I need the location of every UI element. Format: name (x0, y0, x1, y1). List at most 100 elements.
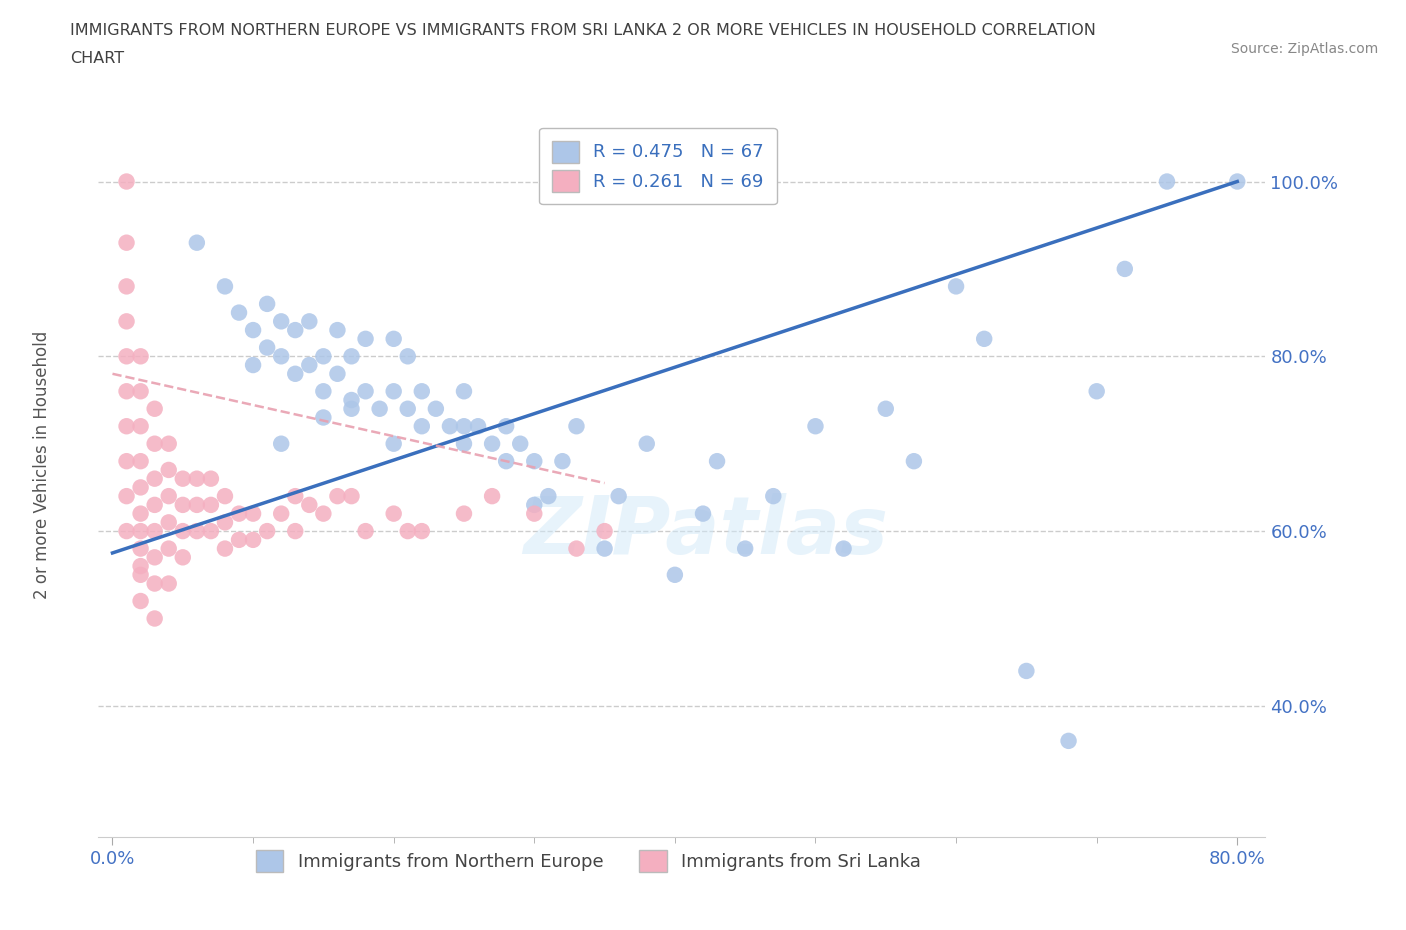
Point (664, 567, 686, 582)
Point (143, 498, 166, 512)
Point (115, 384, 138, 399)
Point (284, 323, 307, 338)
Point (1015, 663, 1038, 678)
Point (115, 349, 138, 364)
Point (143, 611, 166, 626)
Point (129, 506, 152, 521)
Point (804, 418, 827, 433)
Point (593, 541, 616, 556)
Point (453, 506, 475, 521)
Point (551, 454, 574, 469)
Point (172, 472, 194, 486)
Point (242, 532, 264, 547)
Point (214, 279, 236, 294)
Point (228, 305, 250, 320)
Point (284, 488, 307, 503)
Point (439, 418, 461, 433)
Point (537, 488, 560, 503)
Point (340, 402, 363, 417)
Point (453, 384, 475, 399)
Point (762, 488, 785, 503)
Point (523, 506, 546, 521)
Point (312, 384, 335, 399)
Point (1085, 384, 1108, 399)
Point (945, 279, 967, 294)
Point (495, 454, 517, 469)
Point (214, 488, 236, 503)
Point (242, 506, 264, 521)
Point (382, 384, 405, 399)
Point (143, 576, 166, 591)
Point (481, 488, 503, 503)
Point (396, 524, 419, 538)
Point (129, 559, 152, 574)
Point (565, 541, 588, 556)
Point (1226, 174, 1249, 189)
Point (298, 498, 321, 512)
Point (734, 541, 756, 556)
Point (157, 576, 180, 591)
Point (115, 279, 138, 294)
Point (157, 436, 180, 451)
Point (115, 488, 138, 503)
Point (354, 331, 377, 346)
Point (1057, 734, 1080, 749)
Point (382, 331, 405, 346)
Point (143, 402, 166, 417)
Point (157, 462, 180, 477)
Legend: Immigrants from Northern Europe, Immigrants from Sri Lanka: Immigrants from Northern Europe, Immigra… (242, 835, 935, 886)
Point (129, 454, 152, 469)
Point (129, 524, 152, 538)
Point (453, 436, 475, 451)
Point (1156, 174, 1178, 189)
Point (495, 418, 517, 433)
Point (411, 418, 433, 433)
Point (636, 436, 658, 451)
Point (340, 488, 363, 503)
Point (115, 314, 138, 329)
Point (270, 314, 292, 329)
Point (382, 436, 405, 451)
Point (875, 402, 897, 417)
Point (200, 524, 222, 538)
Point (453, 418, 475, 433)
Point (411, 524, 433, 538)
Point (143, 472, 166, 486)
Point (523, 454, 546, 469)
Point (523, 498, 546, 512)
Point (115, 454, 138, 469)
Point (340, 392, 363, 407)
Point (270, 349, 292, 364)
Point (354, 384, 377, 399)
Point (368, 402, 391, 417)
Point (312, 349, 335, 364)
Point (256, 340, 278, 355)
Point (973, 331, 995, 346)
Point (903, 454, 925, 469)
Point (115, 174, 138, 189)
Point (270, 506, 292, 521)
Point (129, 349, 152, 364)
Point (172, 498, 194, 512)
Point (129, 541, 152, 556)
Point (256, 524, 278, 538)
Point (396, 349, 419, 364)
Point (115, 418, 138, 433)
Point (481, 436, 503, 451)
Point (115, 524, 138, 538)
Point (411, 384, 433, 399)
Point (143, 524, 166, 538)
Point (186, 472, 208, 486)
Point (143, 436, 166, 451)
Point (129, 418, 152, 433)
Point (354, 524, 377, 538)
Point (256, 297, 278, 312)
Point (706, 454, 728, 469)
Point (284, 524, 307, 538)
Point (172, 524, 194, 538)
Point (298, 314, 321, 329)
Point (186, 498, 208, 512)
Point (607, 488, 630, 503)
Point (214, 541, 236, 556)
Point (172, 550, 194, 565)
